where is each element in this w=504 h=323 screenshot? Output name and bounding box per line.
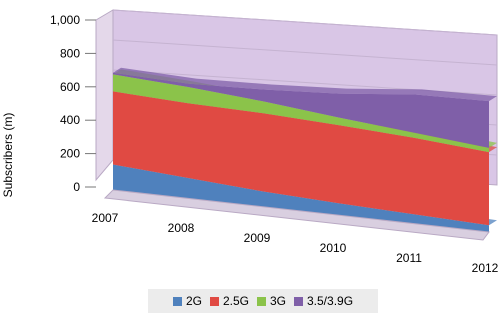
y-tick-label: 600 — [60, 80, 80, 94]
legend-swatch-2g — [172, 296, 182, 306]
y-tick-label: 200 — [60, 147, 80, 161]
area-2-5g — [113, 91, 489, 226]
area-3g — [113, 74, 489, 153]
legend: 2G 2.5G 3G 3.5/3.9G — [148, 289, 378, 313]
legend-label-3g: 3G — [269, 294, 286, 308]
x-tick-label: 2012 — [472, 261, 499, 275]
legend-label-2g: 2G — [185, 294, 202, 308]
x-tick-label: 2008 — [168, 221, 195, 235]
x-tick-label: 2011 — [396, 251, 422, 265]
y-axis-ticks: 0 200 400 600 800 1,000 — [50, 13, 96, 194]
gridline — [112, 39, 498, 66]
gridline — [112, 9, 498, 36]
legend-item-2g: 2G — [172, 294, 202, 308]
legend-swatch-3g — [256, 296, 266, 306]
legend-item-3g: 3G — [256, 294, 286, 308]
y-tick-label: 1,000 — [50, 13, 80, 27]
x-axis-ticks: 2007 2008 2009 2010 2011 2012 — [92, 211, 499, 275]
area-top-3-5-3-9g — [113, 67, 497, 102]
legend-item-2-5g: 2.5G — [209, 294, 249, 308]
y-axis-title: Subscribers (m) — [1, 113, 15, 198]
floor-face — [103, 189, 490, 241]
y-tick-label: 400 — [60, 113, 80, 127]
legend-swatch-2-5g — [209, 296, 219, 306]
x-tick-label: 2009 — [244, 231, 271, 245]
area-2g — [113, 164, 489, 232]
plot-side-wall — [95, 9, 114, 182]
y-tick-label: 0 — [73, 180, 80, 194]
area-series-group — [113, 67, 497, 232]
legend-swatch-3-5-3-9g — [294, 296, 303, 306]
area-3-5-3-9g — [113, 72, 489, 148]
x-tick-label: 2010 — [320, 241, 347, 255]
plot-floor — [103, 189, 490, 241]
y-tick-label: 800 — [60, 46, 80, 60]
legend-label-3-5-3-9g: 3.5/3.9G — [307, 294, 354, 308]
legend-item-3-5-3-9g: 3.5/3.9G — [294, 294, 353, 308]
legend-label-2-5g: 2.5G — [222, 294, 249, 308]
x-tick-label: 2007 — [92, 211, 119, 225]
